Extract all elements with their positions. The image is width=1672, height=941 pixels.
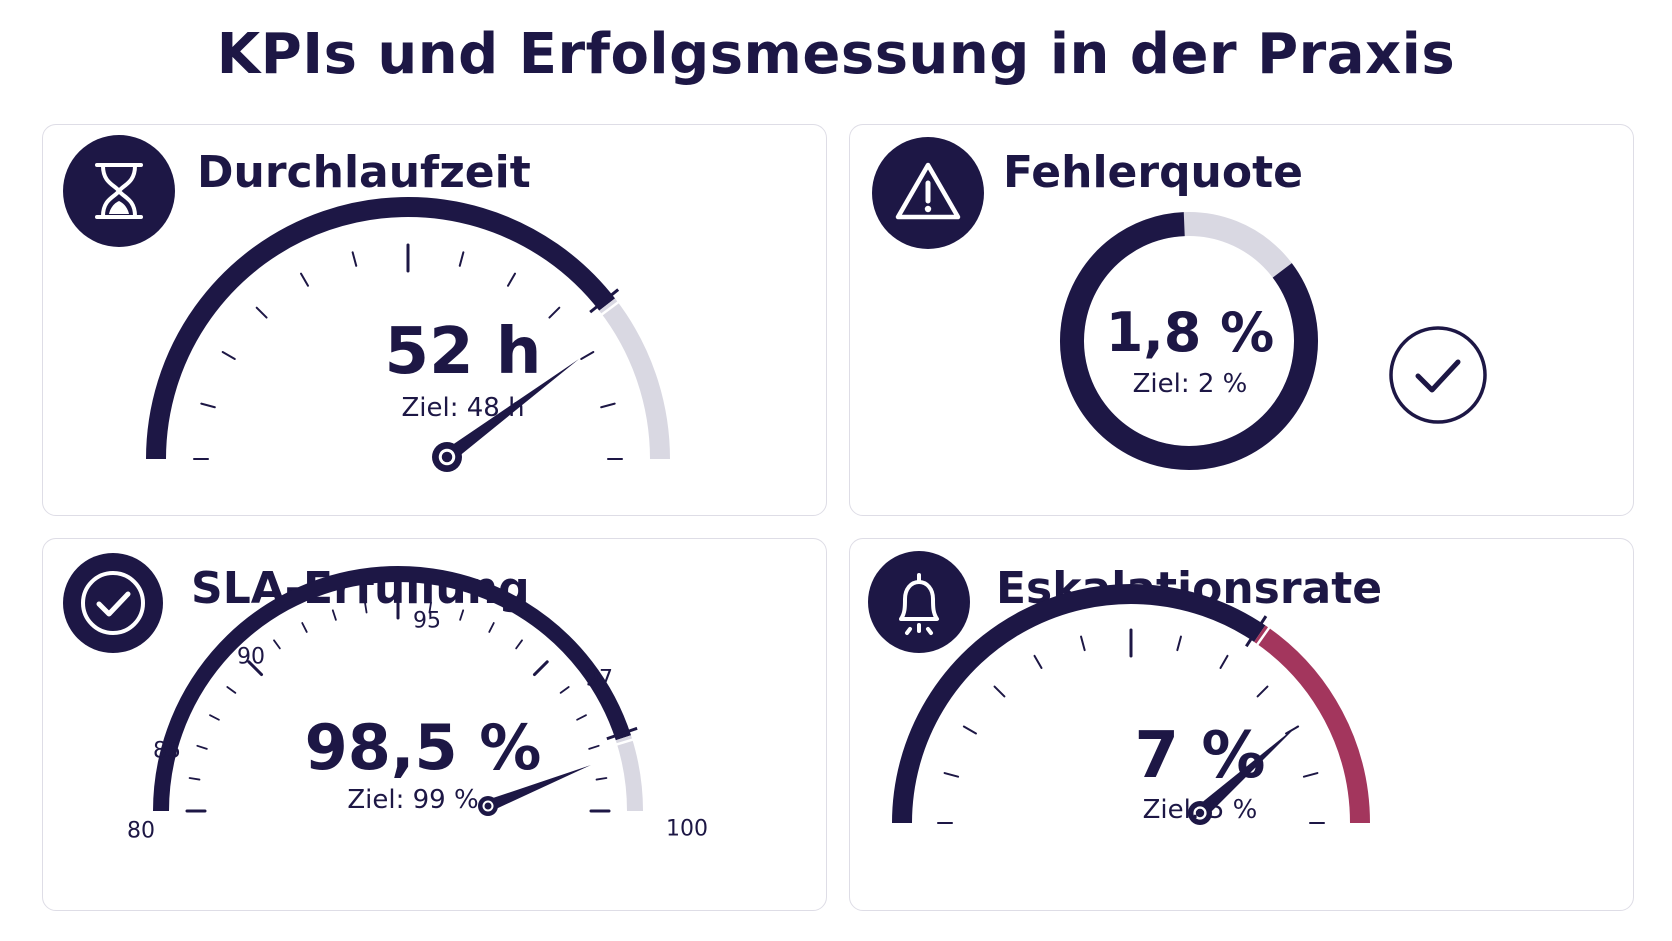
gauge-tick — [226, 686, 237, 694]
gauge-tick — [255, 306, 268, 319]
gauge-tick — [488, 622, 495, 633]
value-fehlerquote: 1,8 % — [1105, 301, 1275, 364]
donut-fehlerquote — [1060, 212, 1318, 470]
tick-label-95: 95 — [413, 608, 441, 634]
gauge-durchlaufzeit — [146, 197, 670, 472]
gauge-tick — [600, 402, 616, 409]
page-title: KPIs und Erfolgsmessung in der Praxis — [216, 22, 1456, 87]
gauge-tick — [559, 686, 570, 694]
needle-hub-center — [484, 802, 492, 810]
gauge-eskalationsrate — [892, 584, 1370, 825]
kpi-card-sla-erfuellung: SLA-Erfüllung 80 85 90 95 97 100 98,5 % … — [42, 538, 827, 911]
gauge-tick — [247, 660, 264, 677]
kpi-card-durchlaufzeit: Durchlaufzeit 52 h Ziel: 48 h — [42, 124, 827, 516]
gauge-tick — [428, 601, 432, 614]
needle-hub-center — [441, 451, 453, 463]
tick-label-85: 85 — [153, 738, 181, 764]
gauge-tick — [209, 714, 220, 721]
target-eskalationsrate: Ziel: 5 % — [1142, 795, 1258, 825]
gauge-needle — [442, 359, 579, 463]
gauge-tick — [1176, 635, 1182, 652]
gauge-tick — [595, 777, 608, 781]
gauge-sla — [153, 566, 643, 816]
target-marker — [606, 726, 638, 741]
gauge-tick — [507, 272, 516, 287]
gauge-tick — [1219, 654, 1229, 669]
gauge-tick — [1080, 635, 1086, 652]
gauge-tick — [1302, 772, 1319, 778]
tick-label-90: 90 — [237, 644, 265, 670]
gauge-tick — [580, 351, 595, 360]
gauge-tick — [588, 744, 600, 750]
gauge-arc-filled — [892, 584, 1266, 824]
gauge-tick — [331, 609, 337, 621]
gauge-tick — [962, 725, 977, 735]
target-durchlaufzeit: Ziel: 48 h — [401, 393, 525, 423]
gauge-tick — [364, 601, 368, 614]
target-marker — [1251, 620, 1275, 652]
gauge-tick — [576, 714, 587, 721]
gauge-tick — [301, 622, 308, 633]
target-marker — [589, 288, 620, 314]
gauge-tick — [200, 402, 216, 409]
gauge-needle — [485, 765, 591, 812]
gauge-tick — [351, 251, 358, 267]
gauge-tick — [196, 744, 208, 750]
gauge-arc-rest — [599, 298, 670, 460]
target-marker — [594, 296, 626, 321]
kpi-card-fehlerquote: Fehlerquote 1,8 % Ziel: 2 % — [849, 124, 1634, 516]
donut-arc-filled — [1060, 212, 1318, 470]
gauge-arc-filled — [146, 197, 616, 460]
target-marker — [609, 736, 641, 748]
value-sla: 98,5 % — [304, 711, 542, 784]
check-circle-icon — [63, 553, 163, 653]
gauge-tick — [300, 272, 309, 287]
kpi-card-eskalationsrate: Eskalationsrate 7 % Ziel: 5 % — [849, 538, 1634, 911]
target-fehlerquote: Ziel: 2 % — [1132, 369, 1248, 399]
tick-label-97: 97 — [585, 666, 613, 692]
value-durchlaufzeit: 52 h — [384, 315, 542, 389]
tick-label-80: 80 — [127, 818, 155, 844]
gauge-arc-rest — [1254, 625, 1370, 824]
gauge-arc-filled — [153, 566, 632, 812]
gauge-tick — [1033, 654, 1043, 669]
card-title-fehlerquote: Fehlerquote — [1003, 147, 1303, 198]
value-eskalationsrate: 7 % — [1134, 719, 1266, 793]
gauge-needle — [1195, 725, 1298, 819]
bell-icon — [868, 551, 970, 653]
gauge-tick — [458, 251, 465, 267]
gauge-tick — [993, 685, 1006, 698]
gauge-tick — [532, 660, 549, 677]
gauge-tick — [188, 777, 201, 781]
gauge-tick — [548, 306, 561, 319]
gauge-tick — [1256, 685, 1269, 698]
gauge-tick — [943, 772, 960, 778]
card-title-durchlaufzeit: Durchlaufzeit — [197, 147, 531, 198]
target-marker — [1245, 615, 1268, 648]
warning-triangle-icon — [872, 137, 984, 249]
check-circle-icon — [1389, 326, 1487, 424]
tick-label-100: 100 — [666, 816, 708, 842]
gauge-tick — [459, 609, 465, 621]
gauge-arc-rest — [615, 735, 643, 812]
target-sla: Ziel: 99 % — [347, 785, 479, 815]
gauge-tick — [273, 639, 281, 650]
hourglass-icon — [63, 135, 175, 247]
needle-hub-center — [1195, 808, 1205, 818]
gauge-tick — [221, 351, 236, 360]
gauge-tick — [515, 639, 523, 650]
